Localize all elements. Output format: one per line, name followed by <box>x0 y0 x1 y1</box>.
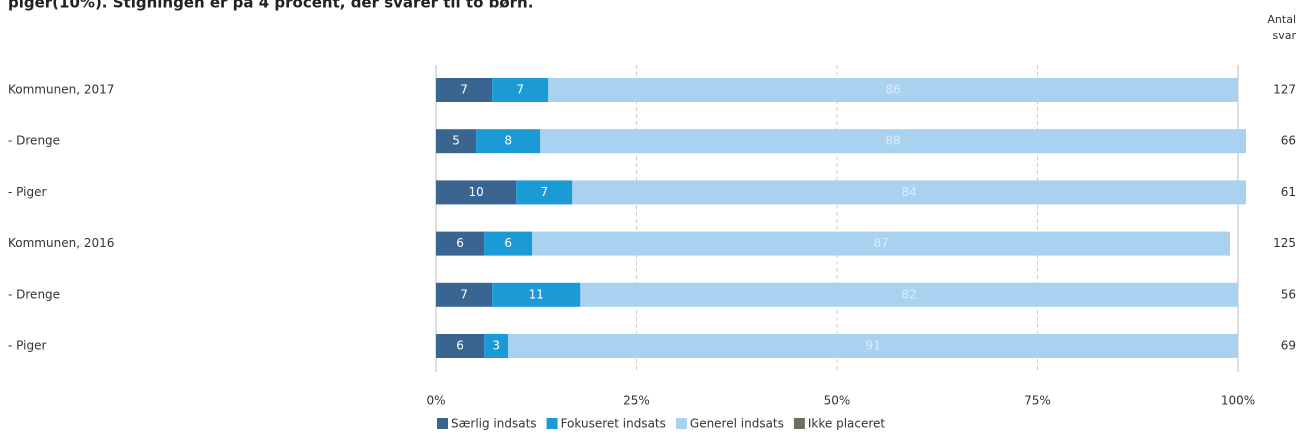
count-label: 61 <box>1281 185 1296 199</box>
bar-segment <box>540 129 1247 154</box>
value-label: 87 <box>873 236 888 250</box>
value-label: 8 <box>504 134 512 148</box>
legend-label: Ikke placeret <box>808 417 886 431</box>
value-label: 6 <box>456 236 464 250</box>
bar-segment <box>436 282 493 307</box>
bar-segment <box>436 180 517 205</box>
bar-segment <box>492 282 581 307</box>
bar-segment <box>436 231 485 256</box>
value-label: 5 <box>452 134 460 148</box>
category-label: - Drenge <box>8 287 60 301</box>
bar-segment <box>484 231 533 256</box>
bar-segment <box>580 282 1238 307</box>
count-label: 66 <box>1281 134 1296 148</box>
category-label: Kommunen, 2017 <box>8 83 114 97</box>
bar-segment <box>492 78 549 102</box>
bar-segment <box>508 334 1238 358</box>
value-label: 7 <box>460 83 468 97</box>
bar-segment <box>436 129 477 154</box>
counts-title: svar <box>1272 29 1296 42</box>
x-tick-label: 100% <box>1221 394 1255 408</box>
category-label: - Piger <box>8 185 46 199</box>
value-label: 10 <box>468 185 483 199</box>
value-label: 7 <box>516 83 524 97</box>
legend-swatch <box>437 418 448 429</box>
bar-segment <box>572 180 1247 205</box>
category-label: Kommunen, 2016 <box>8 236 114 250</box>
value-label: 7 <box>540 185 548 199</box>
value-label: 6 <box>456 339 464 353</box>
category-label: - Piger <box>8 339 46 353</box>
value-label: 91 <box>865 339 880 353</box>
value-label: 88 <box>885 134 900 148</box>
legend-swatch <box>546 418 558 429</box>
legend-label: Generel indsats <box>690 417 784 431</box>
count-label: 125 <box>1273 236 1296 250</box>
count-label: 127 <box>1273 83 1296 97</box>
category-label: - Drenge <box>8 134 60 148</box>
x-tick-label: 25% <box>623 394 650 408</box>
value-label: 86 <box>885 83 900 97</box>
bar-segment <box>476 129 541 154</box>
x-tick-label: 0% <box>426 394 445 408</box>
legend-label: Fokuseret indsats <box>561 417 666 431</box>
bar-segment <box>484 334 509 358</box>
value-label: 7 <box>460 287 468 301</box>
bar-segment <box>548 78 1238 102</box>
legend-swatch <box>675 418 687 429</box>
bar-segment <box>516 180 573 205</box>
value-label: 82 <box>902 287 917 301</box>
bar-segment <box>436 334 485 358</box>
counts-title: Antal <box>1267 13 1296 26</box>
bar-segment <box>532 231 1230 256</box>
value-label: 6 <box>504 236 512 250</box>
value-label: 3 <box>492 339 500 353</box>
x-tick-label: 50% <box>824 394 851 408</box>
bar-segment <box>436 78 493 102</box>
x-tick-label: 75% <box>1024 394 1051 408</box>
count-label: 56 <box>1281 287 1296 301</box>
count-label: 69 <box>1281 339 1296 353</box>
legend-label: Særlig indsats <box>451 417 537 431</box>
value-label: 11 <box>529 287 544 301</box>
value-label: 84 <box>902 185 917 199</box>
legend-swatch <box>793 418 805 429</box>
chart-title: piger(10%). Stigningen er på 4 procent, … <box>8 0 533 12</box>
